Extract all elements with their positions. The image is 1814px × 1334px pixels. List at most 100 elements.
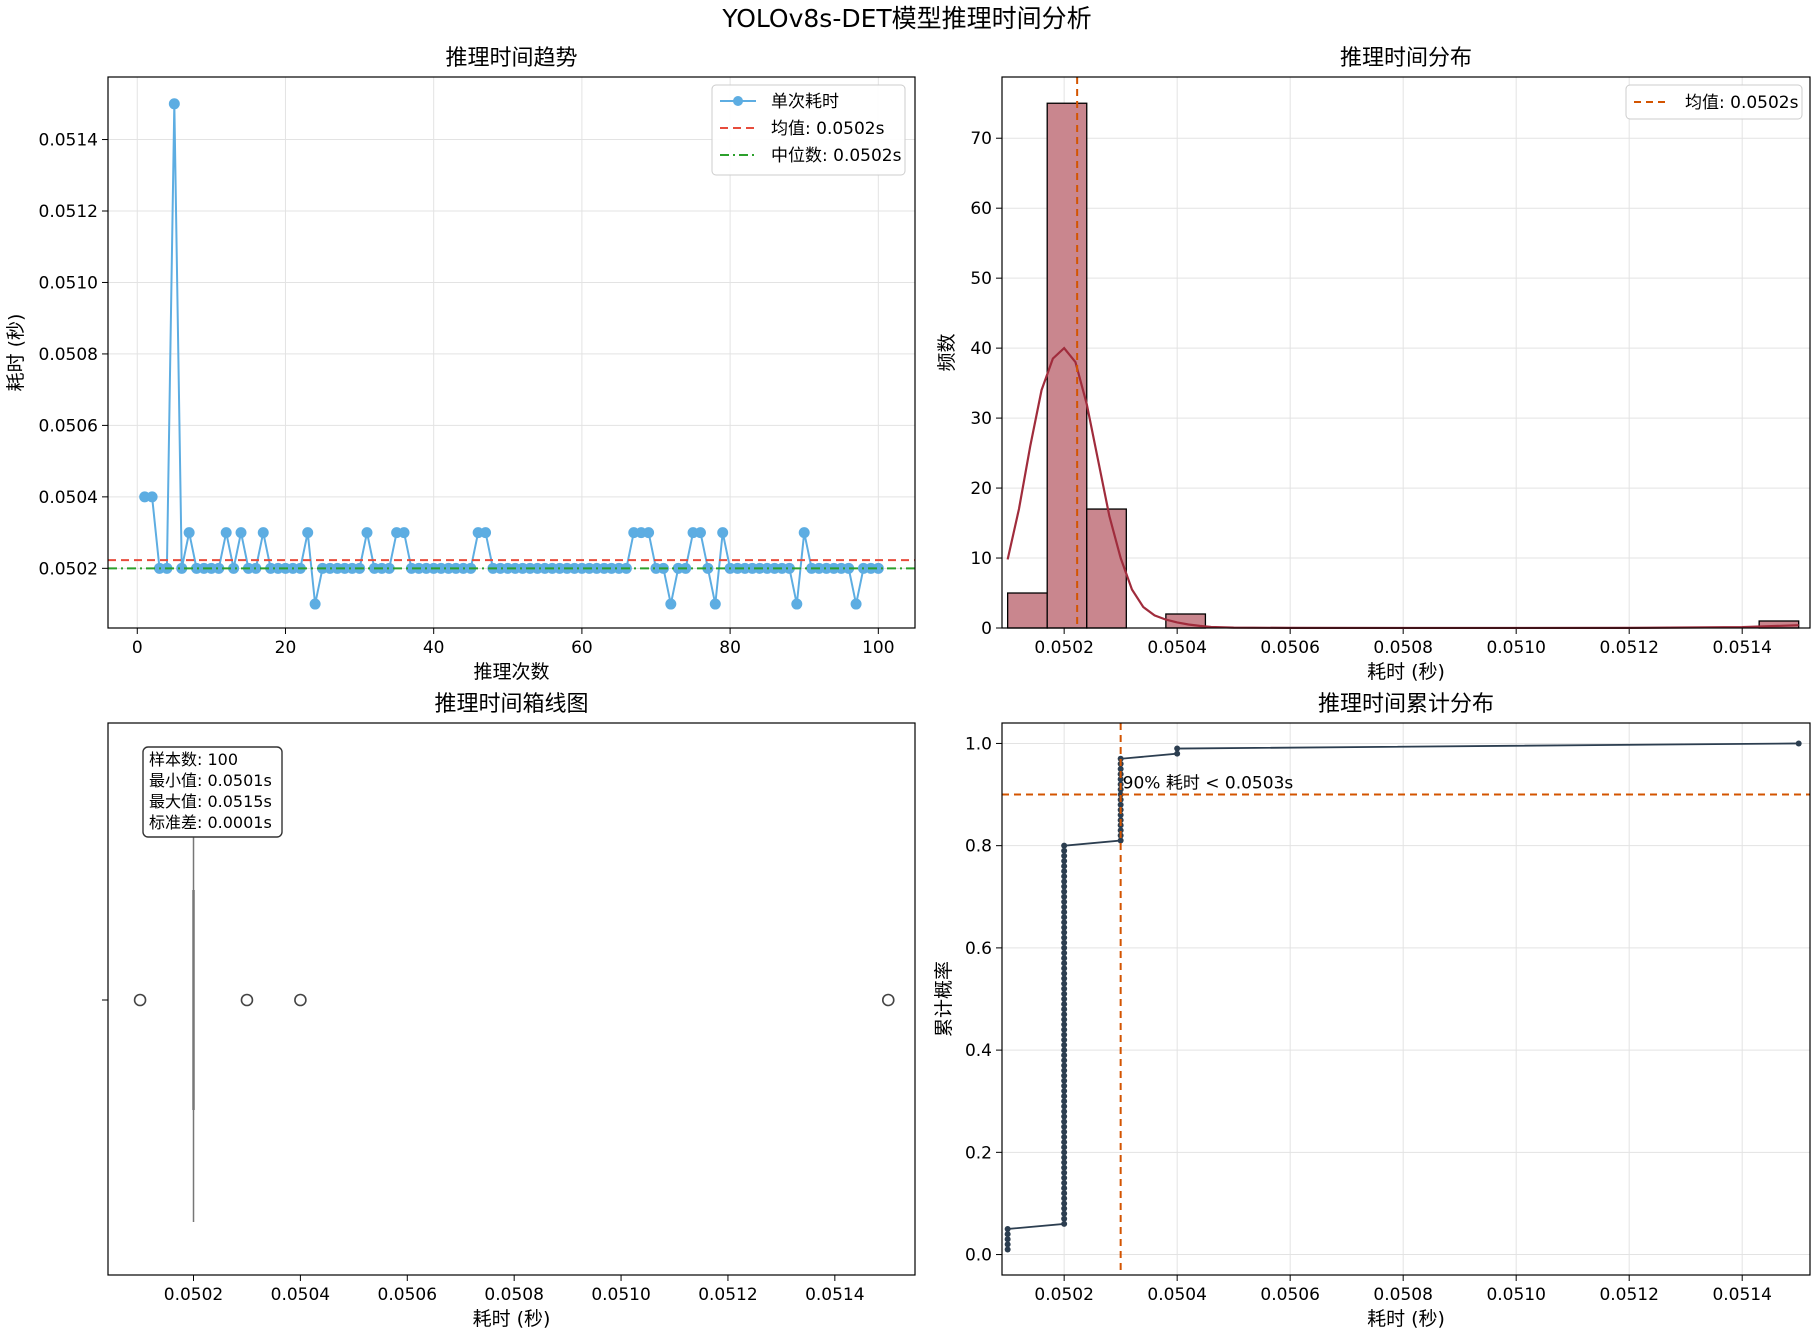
cdf-point	[1061, 1185, 1068, 1192]
cdf-point	[1061, 950, 1068, 956]
cdf-point	[1061, 868, 1068, 875]
cdf-point	[1061, 990, 1068, 997]
cdf-point	[1061, 852, 1068, 859]
cdf-point	[1061, 1200, 1068, 1207]
cdf-point	[1061, 944, 1068, 951]
cdf-point	[1061, 1195, 1068, 1202]
cdf-point	[1061, 1006, 1068, 1013]
cdf-point	[1061, 1098, 1068, 1105]
stats-line: 标准差: 0.0001s	[149, 813, 272, 832]
legend-box	[1625, 84, 1803, 120]
data-point	[146, 491, 158, 503]
cdf-point	[1061, 1215, 1068, 1222]
x-tick-label: 0.0504	[271, 1285, 330, 1305]
cdf-point	[1061, 1149, 1068, 1156]
cdf-point	[1061, 904, 1068, 910]
y-tick-label: 60	[970, 199, 992, 219]
x-tick-label: 0	[132, 638, 143, 658]
cdf-point	[1117, 812, 1124, 818]
y-tick-label: 30	[970, 409, 992, 429]
axes-frame	[107, 722, 916, 1276]
y-axis-label: 频数	[936, 333, 958, 371]
cdf-point	[1004, 1226, 1011, 1232]
cdf-point	[1061, 919, 1068, 926]
histogram-panel: 0.0502 0.0504 0.0506 0.0508 0.0510 0.0512 0.05…	[936, 46, 1811, 683]
cdf-panel: 0.0502 0.0504 0.0506 0.0508 0.0510 0.0512 0.05…	[933, 692, 1811, 1330]
cdf-point	[1061, 1001, 1068, 1008]
cdf-point	[1061, 1134, 1068, 1140]
histogram-bar	[1086, 508, 1127, 629]
trend-panel: 0 20 40 60 80 100 0.0502 0.0504 0.0506 0.0508 0.05…	[5, 46, 916, 683]
data-point	[798, 527, 810, 539]
stats-line: 最小值: 0.0501s	[149, 771, 272, 790]
x-tick-label: 0.0512	[698, 1285, 757, 1305]
cdf-point	[1174, 750, 1181, 757]
x-tick-label: 0.0510	[1486, 1285, 1545, 1305]
y-tick-label: 1.0	[965, 734, 992, 754]
panel-title: 推理时间趋势	[445, 46, 577, 71]
legend-entry-label: 均值: 0.0502s	[1685, 93, 1799, 113]
cdf-point	[1061, 863, 1068, 870]
cdf-point	[1061, 1052, 1068, 1059]
outlier-point	[240, 993, 254, 1007]
cdf-point	[1061, 980, 1068, 987]
cdf-point	[1061, 858, 1068, 864]
y-axis-label: 耗时 (秒)	[5, 314, 27, 392]
cdf-point	[1117, 837, 1124, 844]
data-point	[257, 527, 269, 539]
cdf-point	[1061, 939, 1068, 946]
cdf-point	[1061, 955, 1068, 962]
cdf-point	[1061, 909, 1068, 916]
cdf-point	[1061, 1082, 1068, 1089]
y-tick-label: 0.0508	[39, 345, 98, 365]
cdf-point	[1061, 1047, 1068, 1054]
data-point	[850, 598, 862, 610]
data-point	[235, 527, 247, 539]
x-tick-label: 0.0510	[1486, 638, 1545, 658]
x-tick-label: 0.0506	[1260, 1285, 1319, 1305]
outlier-point	[881, 993, 895, 1007]
x-tick-label: 0.0508	[1373, 1285, 1432, 1305]
legend-box	[711, 84, 906, 176]
cdf-point	[1061, 1057, 1068, 1064]
legend-entry-label: 中位数: 0.0502s	[771, 146, 902, 166]
cdf-point	[1061, 960, 1068, 967]
panel-title: 推理时间箱线图	[434, 692, 588, 717]
cdf-point	[1061, 1210, 1068, 1217]
cdf-point	[1061, 1164, 1068, 1171]
stats-line: 样本数: 100	[149, 750, 238, 769]
cdf-point	[1061, 1021, 1068, 1028]
data-point	[309, 598, 321, 610]
x-axis-label: 耗时 (秒)	[1367, 661, 1445, 683]
cdf-point	[1061, 1220, 1068, 1227]
cdf-point	[1061, 1062, 1068, 1069]
outlier-point	[294, 993, 307, 1007]
cdf-point	[1061, 924, 1068, 931]
y-tick-label: 20	[970, 479, 992, 499]
cdf-point	[1061, 1113, 1068, 1120]
y-tick-label: 0.0510	[39, 273, 98, 293]
x-tick-label: 0.0508	[1373, 638, 1432, 658]
cdf-point	[1061, 1123, 1068, 1130]
y-tick-label: 0.6	[965, 939, 992, 959]
y-tick-label: 70	[970, 129, 992, 149]
data-point	[480, 527, 492, 539]
cdf-point	[1117, 791, 1124, 798]
cdf-point	[1117, 827, 1124, 834]
x-axis-label: 耗时 (秒)	[473, 1308, 551, 1330]
stats-line: 最大值: 0.0515s	[149, 792, 272, 811]
cdf-point	[1117, 755, 1124, 762]
data-point	[694, 527, 706, 539]
cdf-point	[1061, 1128, 1068, 1135]
cdf-point	[1061, 1031, 1068, 1038]
data-point	[168, 98, 180, 110]
y-tick-label: 0.0512	[39, 202, 98, 222]
cdf-point	[1061, 970, 1068, 977]
cdf-point	[1061, 929, 1068, 936]
cdf-point	[1061, 1144, 1068, 1151]
data-point	[361, 527, 373, 539]
y-axis-label: 累计概率	[933, 961, 955, 1037]
y-tick-label: 0.8	[965, 837, 992, 857]
cdf-point	[1061, 1067, 1068, 1074]
